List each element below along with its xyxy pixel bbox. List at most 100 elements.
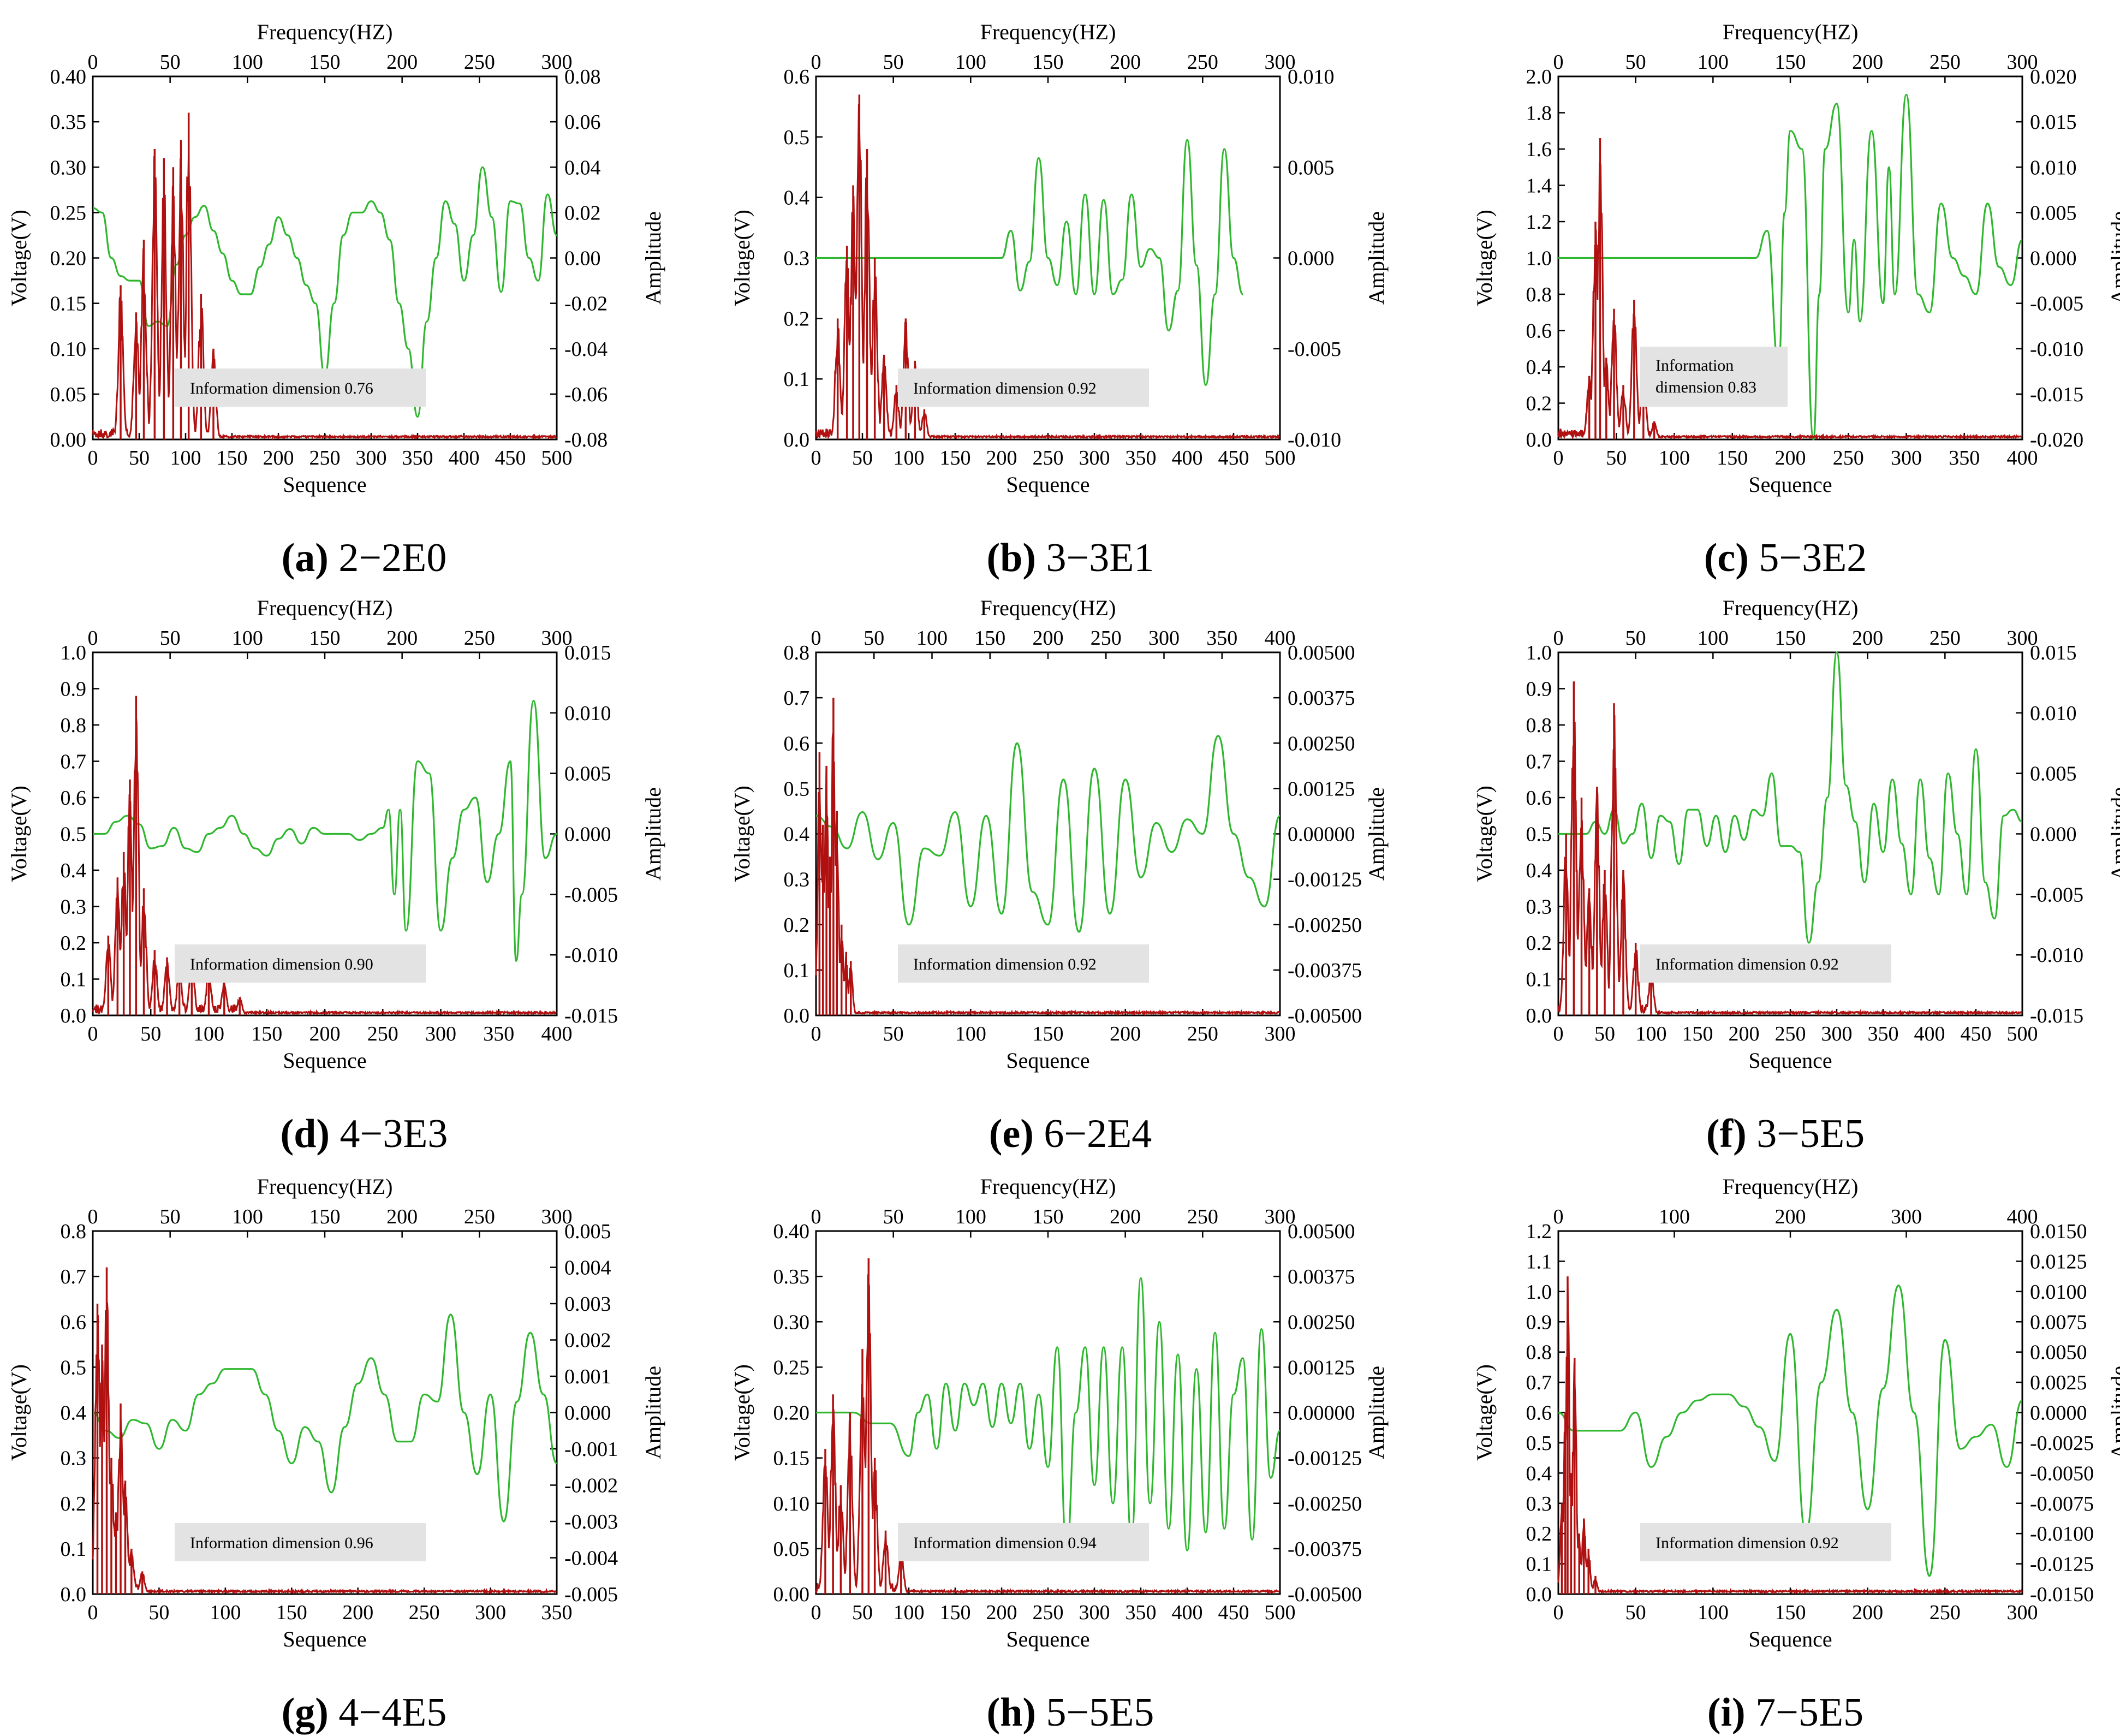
caption-letter: (i) xyxy=(1707,1690,1746,1735)
top-tick-label: 0 xyxy=(88,1205,98,1228)
bottom-tick-label: 100 xyxy=(1659,447,1690,469)
info-dimension-label: Information dimension 0.94 xyxy=(913,1534,1097,1552)
top-tick-label: 150 xyxy=(1033,51,1064,74)
panel-caption-d: (d) 4−3E3 xyxy=(11,1111,717,1157)
right-tick-label: -0.004 xyxy=(564,1547,618,1570)
bottom-tick-label: 100 xyxy=(894,1601,925,1624)
left-tick-label: 0.8 xyxy=(784,641,810,664)
bottom-tick-label: 400 xyxy=(2007,447,2038,469)
right-tick-label: 0.015 xyxy=(2030,111,2077,134)
top-tick-label: 50 xyxy=(160,51,181,74)
left-tick-label: 0.30 xyxy=(50,156,87,179)
left-tick-label: 0.2 xyxy=(784,307,810,330)
bottom-tick-label: 0 xyxy=(1553,1601,1564,1624)
caption-text: 3−5E5 xyxy=(1746,1111,1865,1156)
left-tick-label: 0.4 xyxy=(784,187,810,210)
chart-panel-d: 0.0 0.1 0.2 0.3 0.4 0.5 0.6 0.7 0.8 0.9 1.0 -0.015 -… xyxy=(7,596,665,1073)
right-tick-label: -0.00500 xyxy=(1288,1004,1362,1027)
chart-panel-i: 0.0 0.1 0.2 0.3 0.4 0.5 0.6 0.7 0.8 0.9 1.0 1.1 1.2 -… xyxy=(1472,1174,2120,1651)
right-tick-label: -0.0150 xyxy=(2030,1583,2094,1606)
chart-panel-c: 0.0 0.2 0.4 0.6 0.8 1.0 1.2 1.4 1.6 1.8 2.0 -0.020 -… xyxy=(1472,20,2120,497)
bottom-tick-label: 0 xyxy=(88,447,98,469)
caption-letter: (b) xyxy=(986,536,1036,580)
left-tick-label: 0.1 xyxy=(1526,968,1552,991)
info-dimension-label: Information dimension 0.92 xyxy=(1655,955,1839,973)
bottom-tick-label: 100 xyxy=(170,447,201,469)
right-axis-label: Amplitude xyxy=(2106,211,2120,305)
bottom-tick-label: 0 xyxy=(1553,1022,1564,1045)
bottom-tick-label: 150 xyxy=(1717,447,1748,469)
right-tick-label: -0.08 xyxy=(564,429,608,451)
left-tick-label: 0.25 xyxy=(773,1356,810,1379)
top-tick-label: 350 xyxy=(1206,627,1237,650)
top-tick-label: 200 xyxy=(1110,1205,1141,1228)
right-tick-label: -0.00375 xyxy=(1288,1538,1362,1561)
left-tick-label: 0.35 xyxy=(773,1265,810,1288)
caption-letter: (a) xyxy=(281,536,329,580)
caption-letter: (d) xyxy=(280,1111,330,1156)
left-tick-label: 0.2 xyxy=(61,1493,87,1515)
panel-caption-b: (b) 3−3E1 xyxy=(717,535,1424,581)
left-tick-label: 0.6 xyxy=(1526,320,1552,343)
bottom-tick-label: 50 xyxy=(129,447,150,469)
top-tick-label: 50 xyxy=(864,627,884,650)
bottom-tick-label: 300 xyxy=(1079,1601,1110,1624)
right-tick-label: 0.020 xyxy=(2030,66,2077,88)
panel-caption-i: (i) 7−5E5 xyxy=(1432,1690,2120,1736)
bottom-tick-label: 150 xyxy=(251,1022,282,1045)
bottom-tick-label: 300 xyxy=(1265,1022,1296,1045)
right-tick-label: 0.00250 xyxy=(1288,732,1355,755)
right-tick-label: -0.0050 xyxy=(2030,1462,2094,1485)
left-tick-label: 0.20 xyxy=(50,247,87,270)
top-tick-label: 100 xyxy=(1698,627,1729,650)
right-tick-label: 0.000 xyxy=(564,1402,611,1425)
left-tick-label: 0.10 xyxy=(50,338,87,361)
left-tick-label: 0.1 xyxy=(61,1538,87,1561)
left-tick-label: 1.4 xyxy=(1526,175,1552,198)
info-dimension-box xyxy=(1640,944,1891,983)
left-tick-label: 1.0 xyxy=(61,641,87,664)
bottom-tick-label: 300 xyxy=(475,1601,506,1624)
top-tick-label: 200 xyxy=(1775,1205,1806,1228)
top-axis-label: Frequency(HZ) xyxy=(257,20,393,44)
right-tick-label: 0.00000 xyxy=(1288,823,1355,846)
right-tick-label: 0.004 xyxy=(564,1257,611,1280)
right-tick-label: 0.00375 xyxy=(1288,687,1355,710)
top-tick-label: 0 xyxy=(811,1205,821,1228)
bottom-tick-label: 300 xyxy=(2007,1601,2038,1624)
info-dimension-label: Information dimension 0.92 xyxy=(913,955,1097,973)
right-tick-label: -0.015 xyxy=(2030,383,2083,406)
top-tick-label: 0 xyxy=(1553,51,1564,74)
bottom-tick-label: 200 xyxy=(1852,1601,1883,1624)
right-tick-label: 0.015 xyxy=(564,641,611,664)
bottom-tick-label: 200 xyxy=(263,447,294,469)
top-tick-label: 300 xyxy=(2007,627,2038,650)
top-tick-label: 150 xyxy=(309,51,341,74)
right-tick-label: 0.0000 xyxy=(2030,1402,2087,1425)
top-tick-label: 50 xyxy=(883,51,904,74)
bottom-tick-label: 50 xyxy=(1606,447,1627,469)
left-tick-label: 0.2 xyxy=(1526,393,1552,415)
bottom-tick-label: 350 xyxy=(1868,1022,1899,1045)
voltage-spectrum-line xyxy=(1557,162,2023,441)
right-tick-label: 0.000 xyxy=(564,823,611,846)
bottom-tick-label: 450 xyxy=(1218,447,1249,469)
left-tick-label: 1.6 xyxy=(1526,138,1552,161)
bottom-tick-label: 300 xyxy=(1079,447,1110,469)
bottom-tick-label: 50 xyxy=(1594,1022,1615,1045)
left-axis-label: Voltage(V) xyxy=(7,786,31,882)
chart-panel-h: 0.00 0.05 0.10 0.15 0.20 0.25 0.30 0.35 0.40 -0.0… xyxy=(730,1174,1389,1651)
right-tick-label: 0.00125 xyxy=(1288,777,1355,800)
top-tick-label: 250 xyxy=(1930,51,1961,74)
chart-panel-a: 0.00 0.05 0.10 0.15 0.20 0.25 0.30 0.35 0.40 -0.0… xyxy=(7,20,665,497)
left-tick-label: 1.1 xyxy=(1526,1250,1552,1273)
bottom-tick-label: 500 xyxy=(1265,447,1296,469)
amplitude-series-line xyxy=(93,700,557,962)
voltage-spectrum-line xyxy=(92,716,557,1016)
right-tick-label: 0.000 xyxy=(2030,823,2077,846)
top-axis-label: Frequency(HZ) xyxy=(980,1174,1116,1199)
bottom-tick-label: 150 xyxy=(1682,1022,1713,1045)
top-tick-label: 50 xyxy=(160,627,181,650)
info-dimension-box xyxy=(175,1523,426,1561)
info-dimension-box xyxy=(898,368,1149,407)
